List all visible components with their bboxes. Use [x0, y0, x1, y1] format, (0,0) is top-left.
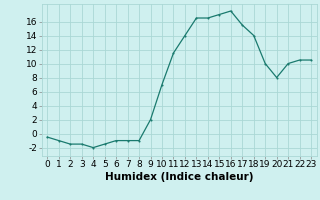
X-axis label: Humidex (Indice chaleur): Humidex (Indice chaleur) — [105, 172, 253, 182]
